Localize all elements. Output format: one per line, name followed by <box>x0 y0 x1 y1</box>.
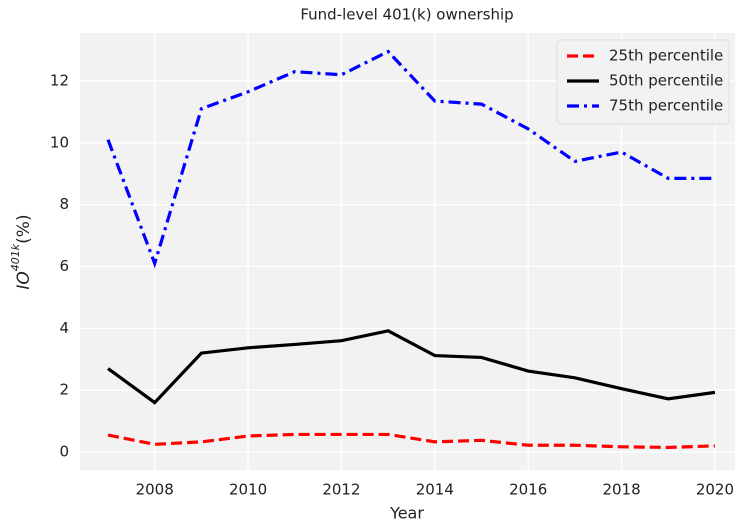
legend-label: 75th percentile <box>609 97 723 115</box>
y-tick-label: 4 <box>59 319 69 337</box>
y-tick-label: 8 <box>59 195 69 213</box>
y-label-base: IO <box>14 271 34 289</box>
data-line <box>107 432 715 450</box>
legend-label: 25th percentile <box>609 47 723 65</box>
y-tick-label: 6 <box>59 257 69 275</box>
x-tick-label: 2008 <box>136 481 174 499</box>
y-tick-label: 0 <box>59 443 69 461</box>
legend-label: 50th percentile <box>609 72 723 90</box>
x-tick-label: 2018 <box>602 481 640 499</box>
y-tick-label: 12 <box>50 71 69 89</box>
x-tick-label: 2010 <box>229 481 267 499</box>
y-axis-label: IO401k(%) <box>9 214 34 289</box>
x-tick-label: 2020 <box>696 481 734 499</box>
legend-box <box>556 39 730 125</box>
x-tick-label: 2014 <box>416 481 454 499</box>
data-line <box>106 49 715 269</box>
x-axis-label: Year <box>389 504 424 523</box>
y-label-superscript: 401k <box>9 243 22 271</box>
data-line <box>107 329 716 405</box>
y-tick-label: 10 <box>50 133 69 151</box>
x-tick-label: 2016 <box>509 481 547 499</box>
y-label-suffix: (%) <box>14 214 34 243</box>
x-tick-label: 2012 <box>322 481 360 499</box>
y-tick-label: 2 <box>59 381 69 399</box>
chart-title: Fund-level 401(k) ownership <box>300 6 513 24</box>
